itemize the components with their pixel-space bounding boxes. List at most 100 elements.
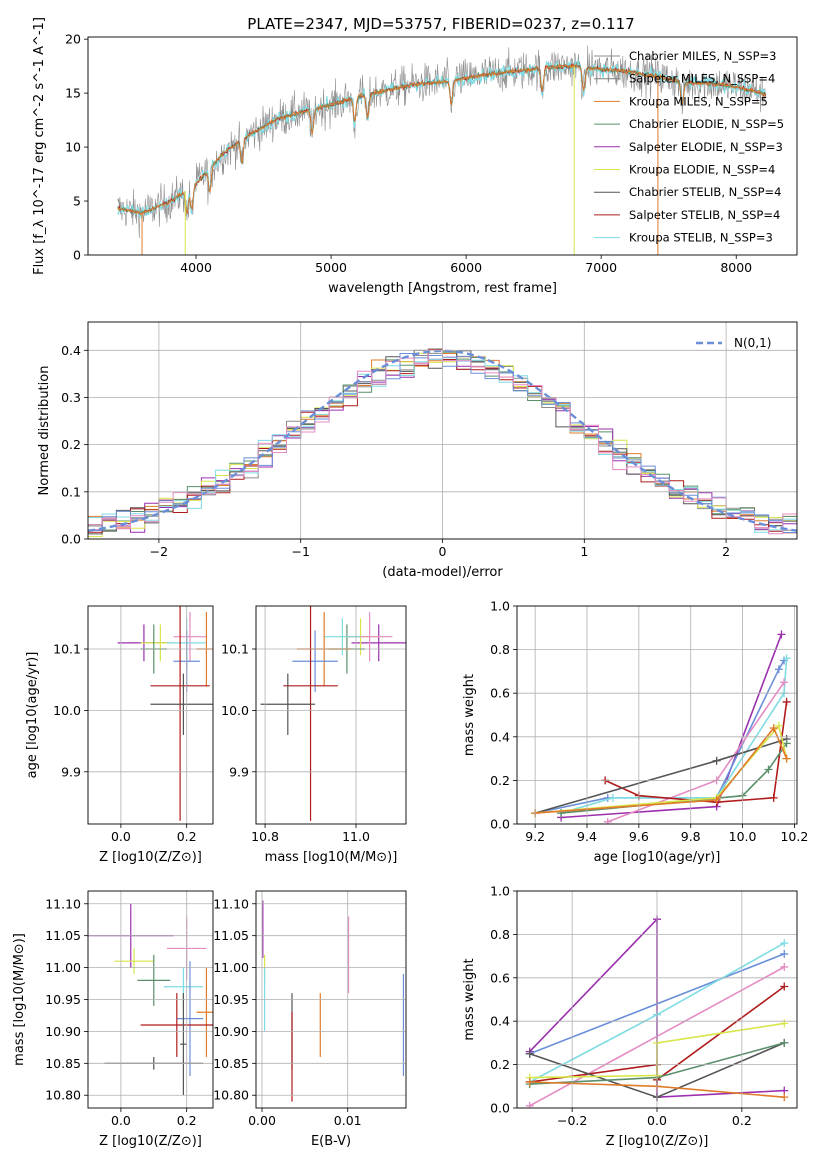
panel-age_vs_mass: 10.8 11.0 9.9 10.0 10.1 mass [log10(M/M⊙)]	[221, 605, 407, 865]
y-axis-label: mass weight	[462, 674, 477, 756]
plot-area-age_vs_Z	[117, 606, 213, 821]
x-tick-label: 9.8	[681, 829, 701, 844]
legend-label: Chabrier MILES, N_SSP=3	[629, 49, 776, 63]
y-tick-label: 11.00	[45, 960, 81, 975]
legend-label: N(0,1)	[734, 336, 771, 350]
y-tick-label: 0.3	[61, 390, 81, 405]
x-tick-label: 0	[439, 544, 447, 559]
y-tick-label: 10.85	[213, 1056, 249, 1071]
figure-title: PLATE=2347, MJD=53757, FIBERID=0237, z=0…	[247, 15, 634, 33]
x-tick-label: 1	[580, 544, 588, 559]
y-tick-label: 10.85	[45, 1056, 81, 1071]
panel-age_vs_Z: 0.0 0.2 9.9 10.0 10.1 Z [log10(Z/Z⊙)] age [log…	[25, 605, 214, 865]
x-tick-label: 0.01	[334, 1113, 362, 1128]
x-tick-label: 9.2	[525, 829, 545, 844]
y-tick-label: 0.4	[61, 343, 81, 358]
plot-area-spectrum	[117, 45, 767, 255]
axes-frame	[255, 605, 407, 825]
data-point-marker	[780, 962, 789, 971]
x-axis-label: E(B-V)	[311, 1134, 351, 1149]
model-line-kstelib	[117, 60, 767, 219]
y-tick-label: 0.8	[490, 642, 510, 657]
axes-frame	[87, 36, 798, 256]
x-tick-label: 10.0	[729, 829, 757, 844]
panel-spectrum: 4000 5000 6000 7000 8000 0 5 10 15 20 wavelength […	[32, 17, 798, 296]
data-point-marker	[782, 697, 791, 706]
y-tick-label: 11.00	[213, 960, 249, 975]
data-point-marker	[712, 756, 721, 765]
x-tick-label: 0.0	[111, 829, 131, 844]
x-tick-label: 9.6	[629, 829, 649, 844]
data-point-marker	[780, 1019, 789, 1028]
x-axis-label: Z [log10(Z/Z⊙)]	[99, 1134, 202, 1149]
data-point-marker	[782, 754, 791, 763]
series-line-kmiles	[535, 726, 788, 814]
data-point-marker	[769, 724, 778, 733]
data-point-marker	[782, 654, 791, 663]
y-tick-label: 0.2	[490, 1057, 510, 1072]
x-tick-label: 6000	[450, 260, 482, 275]
x-axis-label: wavelength [Angstrom, rest frame]	[328, 281, 557, 296]
y-tick-label: 0.4	[490, 1014, 510, 1029]
data-point-marker	[780, 982, 789, 991]
y-tick-label: 10.95	[45, 992, 81, 1007]
y-tick-label: 0.8	[490, 927, 510, 942]
x-tick-label: 7000	[585, 260, 617, 275]
y-axis-label: Normed distribution	[37, 366, 52, 496]
x-axis-label: (data-model)/error	[382, 565, 503, 580]
y-tick-label: 1.0	[490, 599, 510, 614]
y-tick-label: 11.05	[213, 928, 249, 943]
plot-area-age_vs_mass	[260, 606, 406, 821]
y-tick-label: 0.1	[61, 484, 81, 499]
data-point-marker	[780, 939, 789, 948]
y-tick-label: 11.10	[45, 896, 81, 911]
axes-frame	[516, 890, 798, 1109]
x-tick-label: 0.0	[647, 1113, 667, 1128]
plot-area-mass_weight_vs_age	[531, 630, 791, 824]
y-tick-label: 5	[73, 194, 81, 209]
data-point-marker	[780, 1093, 789, 1102]
x-tick-label: 0.0	[111, 1113, 131, 1128]
series-line-kstelib	[560, 658, 788, 814]
data-point-marker	[603, 817, 612, 824]
y-tick-label: 0.2	[61, 437, 81, 452]
data-point-marker	[769, 793, 778, 802]
panel-residuals: −2 −1 0 1 2 0.0 0.1 0.2 0.3 0.4 (data-model)/error…	[37, 321, 798, 580]
x-tick-label: −2	[150, 544, 168, 559]
x-tick-label: 2	[722, 544, 730, 559]
axes-frame	[516, 605, 798, 825]
legend-label: Kroupa ELODIE, N_SSP=4	[629, 163, 775, 177]
axes-frame	[87, 321, 798, 540]
y-tick-label: 10.1	[53, 641, 81, 656]
plot-area-mass_vs_EBV	[262, 900, 405, 1102]
x-tick-label: 11.0	[342, 829, 370, 844]
y-tick-label: 0.6	[490, 970, 510, 985]
y-axis-label: Flux [f_λ 10^-17 erg cm^-2 s^-1 A^-1]	[32, 17, 47, 275]
data-point-marker	[525, 1049, 534, 1058]
y-tick-label: 10.95	[213, 992, 249, 1007]
y-tick-label: 0.0	[490, 817, 510, 832]
x-tick-label: 9.4	[577, 829, 597, 844]
y-tick-label: 11.05	[45, 928, 81, 943]
axes-frame	[87, 605, 214, 825]
x-tick-label: −1	[291, 544, 309, 559]
legend-label: Salpeter STELIB, N_SSP=4	[629, 208, 780, 222]
x-tick-label: −0.2	[557, 1113, 587, 1128]
x-axis-label: age [log10(age/yr)]	[594, 850, 721, 865]
y-tick-label: 9.9	[229, 764, 249, 779]
data-point-marker	[780, 1038, 789, 1047]
y-tick-label: 0.2	[490, 773, 510, 788]
y-tick-label: 0.6	[490, 686, 510, 701]
data-point-marker	[525, 1101, 534, 1108]
data-point-marker	[782, 739, 791, 748]
data-point-marker	[780, 949, 789, 958]
data-point-marker	[712, 796, 721, 805]
y-tick-label: 10.80	[45, 1088, 81, 1103]
data-point-marker	[525, 1077, 534, 1086]
y-tick-label: 10.0	[53, 703, 81, 718]
x-tick-label: 0.2	[177, 1113, 197, 1128]
y-tick-label: 0	[73, 248, 81, 263]
y-tick-label: 20	[65, 32, 81, 47]
y-tick-label: 0.4	[490, 729, 510, 744]
